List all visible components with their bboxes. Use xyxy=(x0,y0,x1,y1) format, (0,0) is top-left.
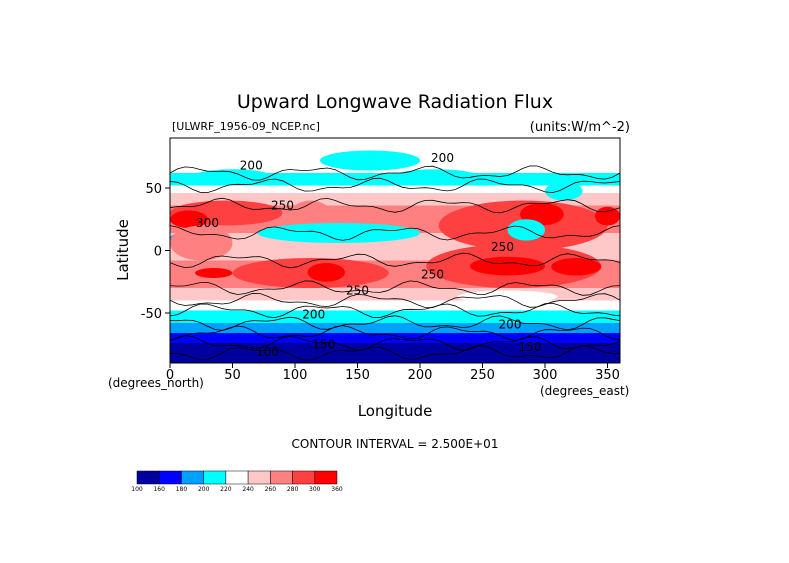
flux-band-9 xyxy=(170,310,620,323)
flux-band-11 xyxy=(170,333,620,343)
colorbar-label-8: 300 xyxy=(309,486,321,493)
x-tick-label: 100 xyxy=(283,368,308,383)
colorbar-swatch-3 xyxy=(203,470,227,485)
colorbar-swatch-4 xyxy=(225,470,249,485)
colorbar-swatch-7 xyxy=(292,470,316,485)
y-tick-label: 50 xyxy=(145,182,162,197)
x-tick-label: 250 xyxy=(470,368,495,383)
flux-band-1 xyxy=(170,173,620,186)
flux-band-10 xyxy=(170,323,620,333)
y-unit-label: (degrees_north) xyxy=(108,376,204,390)
colorbar-label-6: 260 xyxy=(265,486,277,493)
y-axis-title: Latitude xyxy=(114,219,132,281)
chart-title: Upward Longwave Radiation Flux xyxy=(237,91,553,113)
contour-lines xyxy=(170,165,620,361)
colorbar-swatch-0 xyxy=(136,470,160,485)
colorbar-label-0: 100 xyxy=(131,486,143,493)
colorbar-label-9: 360 xyxy=(331,486,343,493)
contour-line-1 xyxy=(170,177,620,194)
flux-region-13 xyxy=(551,258,602,276)
contour-label-10: 150 xyxy=(519,340,542,354)
x-tick-label: 150 xyxy=(345,368,370,383)
contour-line-6 xyxy=(170,292,620,309)
contour-line-7 xyxy=(170,302,620,319)
flux-region-4 xyxy=(595,206,620,226)
contour-interval: CONTOUR INTERVAL = 2.500E+01 xyxy=(292,437,499,451)
contour-label-3: 300 xyxy=(196,216,219,230)
flux-region-17 xyxy=(195,169,270,182)
flux-region-10 xyxy=(195,268,233,278)
colorbar-swatch-6 xyxy=(270,470,293,485)
contour-line-5 xyxy=(170,280,620,296)
contour-line-10 xyxy=(170,335,620,351)
x-tick-label: 200 xyxy=(408,368,433,383)
contour-label-4: 250 xyxy=(491,240,514,254)
flux-region-7 xyxy=(170,225,233,261)
x-tick-label: 0 xyxy=(166,368,174,383)
colorbar-swatch-1 xyxy=(158,470,182,485)
flux-region-18 xyxy=(395,169,477,182)
contour-label-0: 200 xyxy=(240,159,263,173)
x-tick-label: 350 xyxy=(595,368,620,383)
contour-label-2: 250 xyxy=(271,199,294,213)
x-axis: 0 50 100 150 200 250 300 350 xyxy=(166,363,620,383)
colorbar-label-2: 180 xyxy=(176,486,188,493)
colorbar-swatch-8 xyxy=(314,470,338,485)
contour-line-11 xyxy=(170,345,620,361)
contour-line-2 xyxy=(170,197,620,214)
contour-label-6: 250 xyxy=(346,284,369,298)
colorbar-label-5: 240 xyxy=(242,486,254,493)
x-unit-label: (degrees_east) xyxy=(540,384,629,398)
flux-region-14 xyxy=(257,223,420,243)
contour-label-7: 200 xyxy=(302,307,325,321)
colorbar-swatch-5 xyxy=(247,470,271,485)
flux-region-12 xyxy=(470,256,545,276)
flux-band-12 xyxy=(170,343,620,363)
x-tick-label: 300 xyxy=(533,368,558,383)
contour-label-11: 100 xyxy=(256,345,279,359)
contour-line-8 xyxy=(170,315,620,331)
x-tick-label: 50 xyxy=(224,368,241,383)
colorbar-label-7: 280 xyxy=(287,486,299,493)
contour-label-1: 200 xyxy=(431,151,454,165)
contour-line-0 xyxy=(170,165,620,181)
file-label: [ULWRF_1956-09_NCEP.nc] xyxy=(172,120,320,133)
flux-region-5 xyxy=(170,210,208,228)
colorbar-label-4: 220 xyxy=(220,486,232,493)
contour-line-9 xyxy=(170,325,620,341)
flux-anomalies xyxy=(170,150,620,303)
colorbar-label-3: 200 xyxy=(198,486,210,493)
units-label: (units:W/m^-2) xyxy=(530,120,630,135)
x-axis-title: Longitude xyxy=(358,402,433,420)
colorbar: 100 160 180 200 220 240 260 280 300 360 xyxy=(131,470,343,493)
colorbar-label-1: 160 xyxy=(153,486,165,493)
y-tick-label: -50 xyxy=(141,307,162,322)
contour-label-8: 200 xyxy=(499,317,522,331)
flux-band-8 xyxy=(170,300,620,311)
flux-region-16 xyxy=(545,181,583,201)
contour-labels: 200 200 250 300 250 250 250 200 200 150 150 100 xyxy=(196,151,541,359)
contour-label-9: 150 xyxy=(312,337,335,351)
flux-region-19 xyxy=(320,150,420,171)
flux-band-2 xyxy=(170,185,620,193)
contour-line-4 xyxy=(170,252,620,269)
flux-region-9 xyxy=(307,263,345,282)
colorbar-swatch-2 xyxy=(181,470,204,485)
y-axis: 50 0 -50 xyxy=(141,182,170,322)
flux-region-15 xyxy=(507,219,545,241)
contour-label-5: 250 xyxy=(421,267,444,281)
y-tick-label: 0 xyxy=(154,245,162,260)
contour-line-3 xyxy=(170,225,620,241)
